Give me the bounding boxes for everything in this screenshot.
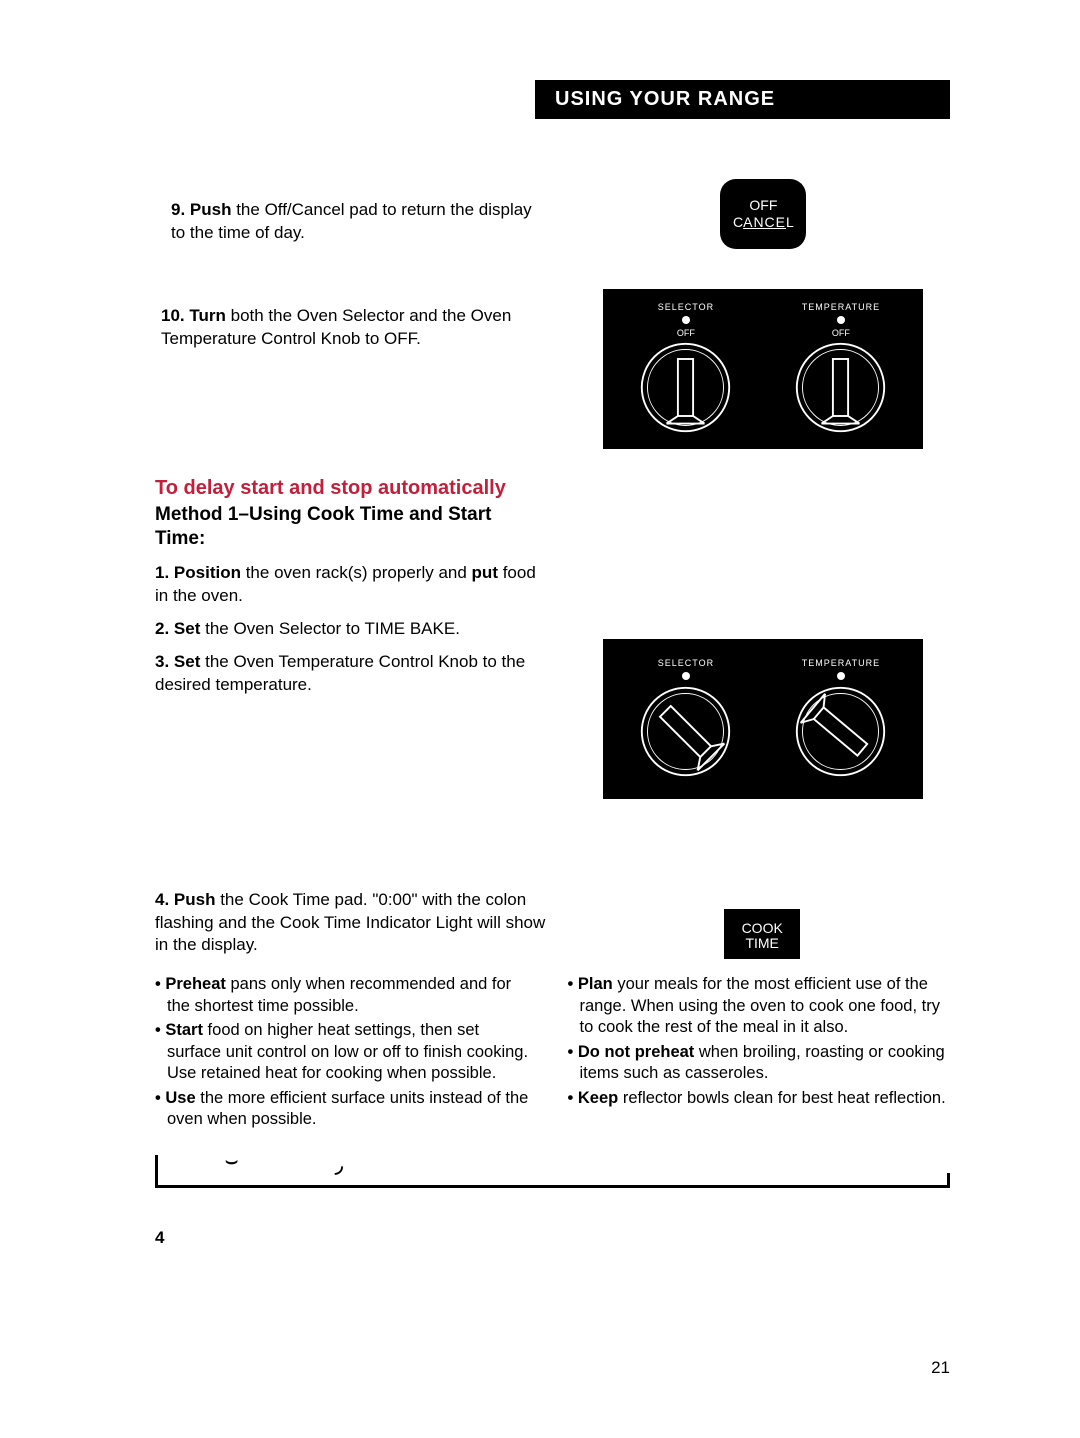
selector-knob-timebake-icon	[638, 684, 733, 779]
tip-text: food on higher heat settings, then set s…	[167, 1021, 528, 1082]
step-10-num: 10.	[161, 306, 185, 325]
section-header: USING YOUR RANGE	[535, 80, 950, 119]
tip-text: your meals for the most efficient use of…	[580, 975, 940, 1036]
selector-label-2: SELECTOR	[658, 658, 714, 668]
cook-time-button: COOK TIME	[724, 909, 800, 960]
step-4: 4. Push the Cook Time pad. "0:00" with t…	[155, 889, 549, 958]
temperature-off-label: OFF	[832, 328, 850, 338]
tip-no-preheat: Do not preheat when broiling, roasting o…	[568, 1042, 951, 1085]
step-9-verb: Push	[190, 200, 232, 219]
tip-bold: Use	[165, 1089, 195, 1107]
tip-bold: Start	[165, 1021, 203, 1039]
left-column: 9. Push the Off/Cancel pad to return the…	[155, 199, 547, 819]
m2-num: 2.	[155, 619, 169, 638]
knob-dot-icon	[837, 672, 845, 680]
right-column: OFF CANCEL SELECTOR OFF	[577, 199, 950, 819]
cancel-label: CANCEL	[732, 214, 794, 231]
tip-use: Use the more efficient surface units ins…	[155, 1088, 538, 1131]
tip-start: Start food on higher heat settings, then…	[155, 1020, 538, 1084]
m2-verb: Set	[174, 619, 200, 638]
method-step-3: 3. Set the Oven Temperature Control Knob…	[155, 651, 547, 697]
temperature-knob-set-icon	[793, 684, 888, 779]
temperature-label-2: TEMPERATURE	[802, 658, 880, 668]
m1-mid: the oven rack(s) properly and	[241, 563, 472, 582]
temperature-knob-group: TEMPERATURE OFF	[793, 302, 888, 435]
method-steps: 1. Position the oven rack(s) properly an…	[155, 562, 547, 697]
cook-label: COOK	[732, 921, 792, 936]
knob-dot-icon	[837, 316, 845, 324]
tip-preheat: Preheat pans only when recommended and f…	[155, 974, 538, 1017]
selector-knob-group: SELECTOR OFF	[638, 302, 733, 435]
tip-bold: Preheat	[165, 975, 226, 993]
selector-label: SELECTOR	[658, 302, 714, 312]
page-number-right: 21	[155, 1358, 950, 1378]
step-4-num: 4.	[155, 890, 169, 909]
m3-num: 3.	[155, 652, 169, 671]
tip-keep: Keep reflector bowls clean for best heat…	[568, 1088, 951, 1109]
tip-text: reflector bowls clean for best heat refl…	[618, 1089, 945, 1107]
method-step-1: 1. Position the oven rack(s) properly an…	[155, 562, 547, 608]
section-subtitle: Method 1–Using Cook Time and Start Time:	[155, 503, 547, 551]
tips-left-col: Preheat pans only when recommended and f…	[155, 974, 538, 1133]
page-number-left: 4	[155, 1228, 950, 1248]
time-label: TIME	[732, 936, 792, 951]
m1-num: 1.	[155, 563, 169, 582]
tips-section: Preheat pans only when recommended and f…	[155, 974, 950, 1133]
off-cancel-button: OFF CANCEL	[720, 179, 806, 249]
m3-rest: the Oven Temperature Control Knob to the…	[155, 652, 525, 694]
tip-bold: Keep	[578, 1089, 618, 1107]
bottom-rule: ⌣ ◞	[155, 1158, 950, 1188]
selector-off-label: OFF	[677, 328, 695, 338]
tip-bold: Plan	[578, 975, 613, 993]
knob-dot-icon	[682, 316, 690, 324]
section-title: To delay start and stop automatically	[155, 476, 547, 501]
method-step-2: 2. Set the Oven Selector to TIME BAKE.	[155, 618, 547, 641]
tip-text: the more efficient surface units instead…	[167, 1089, 528, 1128]
m3-verb: Set	[174, 652, 200, 671]
knob-dot-icon	[682, 672, 690, 680]
knob-panel-timebake: SELECTOR TEMPERAT	[603, 639, 923, 799]
m1-verb2: put	[472, 563, 498, 582]
selector-knob-group-2: SELECTOR	[638, 658, 733, 779]
tick-mark: ◞	[335, 1153, 343, 1178]
step-4-verb: Push	[174, 890, 216, 909]
tick-mark: ⌣	[225, 1150, 238, 1173]
m2-rest: the Oven Selector to TIME BAKE.	[200, 619, 460, 638]
tips-right-col: Plan your meals for the most efficient u…	[568, 974, 951, 1133]
step-10: 10. Turn both the Oven Selector and the …	[155, 305, 547, 351]
temperature-knob-group-2: TEMPERATURE	[793, 658, 888, 779]
temperature-knob-icon	[793, 340, 888, 435]
off-label: OFF	[732, 197, 794, 214]
step-9: 9. Push the Off/Cancel pad to return the…	[155, 199, 547, 245]
step-10-verb: Turn	[189, 306, 226, 325]
temperature-label: TEMPERATURE	[802, 302, 880, 312]
step-9-num: 9.	[171, 200, 185, 219]
selector-knob-icon	[638, 340, 733, 435]
knob-panel-off: SELECTOR OFF TEMPERATURE O	[603, 289, 923, 449]
tip-plan: Plan your meals for the most efficient u…	[568, 974, 951, 1038]
m1-verb: Position	[174, 563, 241, 582]
tip-bold: Do not preheat	[578, 1043, 694, 1061]
